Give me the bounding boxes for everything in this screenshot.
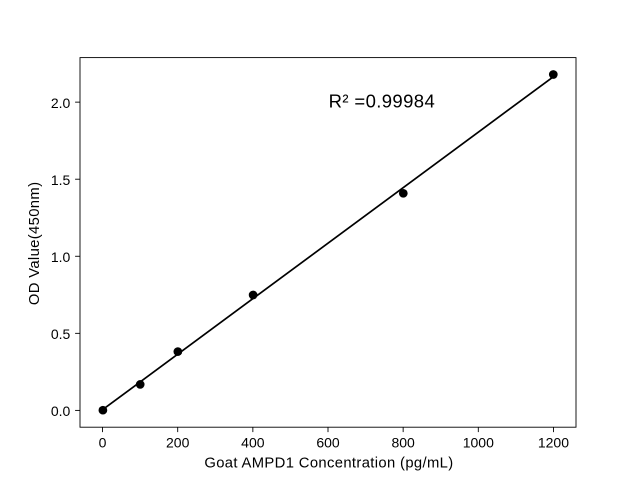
svg-text:Goat AMPD1 Concentration (pg/m: Goat AMPD1 Concentration (pg/mL): [204, 455, 453, 471]
svg-text:800: 800: [391, 435, 415, 451]
svg-text:1.0: 1.0: [51, 249, 71, 265]
svg-text:200: 200: [166, 435, 190, 451]
svg-text:R² =0.99984: R² =0.99984: [329, 91, 436, 112]
svg-text:1.5: 1.5: [51, 172, 71, 188]
svg-text:2.0: 2.0: [51, 95, 71, 111]
svg-text:1200: 1200: [538, 435, 569, 451]
svg-text:0: 0: [99, 435, 107, 451]
svg-text:0.5: 0.5: [51, 326, 71, 342]
svg-text:400: 400: [241, 435, 265, 451]
svg-text:600: 600: [316, 435, 340, 451]
svg-text:OD Value(450nm): OD Value(450nm): [27, 182, 43, 306]
svg-text:1000: 1000: [463, 435, 494, 451]
svg-text:0.0: 0.0: [51, 403, 71, 419]
